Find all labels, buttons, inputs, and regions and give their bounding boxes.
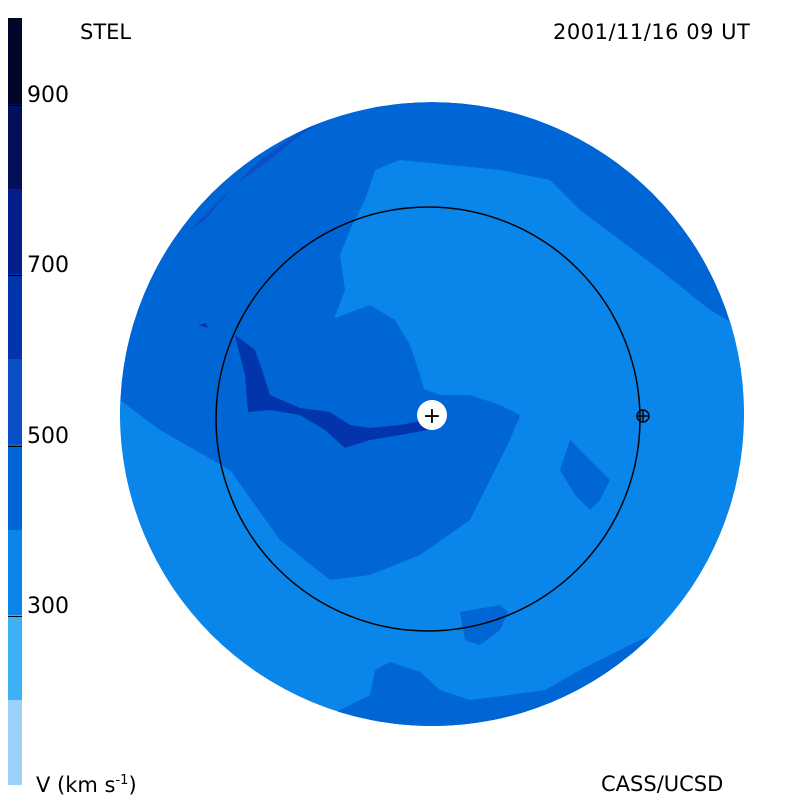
colorbar-tick [8, 615, 22, 617]
units-exponent: -1 [115, 773, 129, 788]
velocity-region-300-400 [120, 160, 744, 726]
colorbar-segment [8, 188, 22, 275]
source-label: STEL [80, 20, 132, 44]
sun-plus-icon: + [423, 404, 441, 429]
earth-orbit-circle [215, 206, 641, 632]
units-text: V (km s [36, 773, 116, 797]
velocity-region-500-600-arm [235, 335, 428, 448]
colorbar-segment [8, 103, 22, 190]
colorbar-tick-label: 300 [27, 593, 69, 619]
colorbar-segment [8, 528, 22, 615]
velocity-region-500-600-blip [198, 323, 208, 328]
units-close: ) [128, 773, 137, 797]
colorbar-tick-label: 900 [27, 83, 69, 109]
colorbar-segment [8, 698, 22, 785]
sun-marker-icon [417, 400, 447, 430]
units-label: V (km s-1) [36, 774, 137, 796]
colorbar-segment [8, 273, 22, 360]
velocity-region-400-500-patch [460, 605, 508, 645]
velocity-region-400-500-east [560, 440, 610, 510]
colorbar-segment [8, 443, 22, 530]
velocity-region-400-500-inner [230, 305, 520, 525]
colorbar-segment [8, 18, 22, 104]
colorbar-segment [8, 613, 22, 700]
colorbar-tick [8, 445, 22, 447]
colorbar-tick [8, 275, 22, 277]
colorbar-tick [8, 105, 22, 107]
earth-marker-icon [636, 409, 650, 423]
velocity-region-500-600-edge [190, 112, 340, 230]
colorbar-segment [8, 358, 22, 445]
velocity-colorbar [8, 18, 22, 785]
colorbar-tick-label: 500 [27, 423, 69, 449]
credit-label: CASS/UCSD [601, 772, 724, 796]
timestamp-label: 2001/11/16 09 UT [553, 20, 751, 44]
colorbar-tick-label: 700 [27, 253, 69, 279]
